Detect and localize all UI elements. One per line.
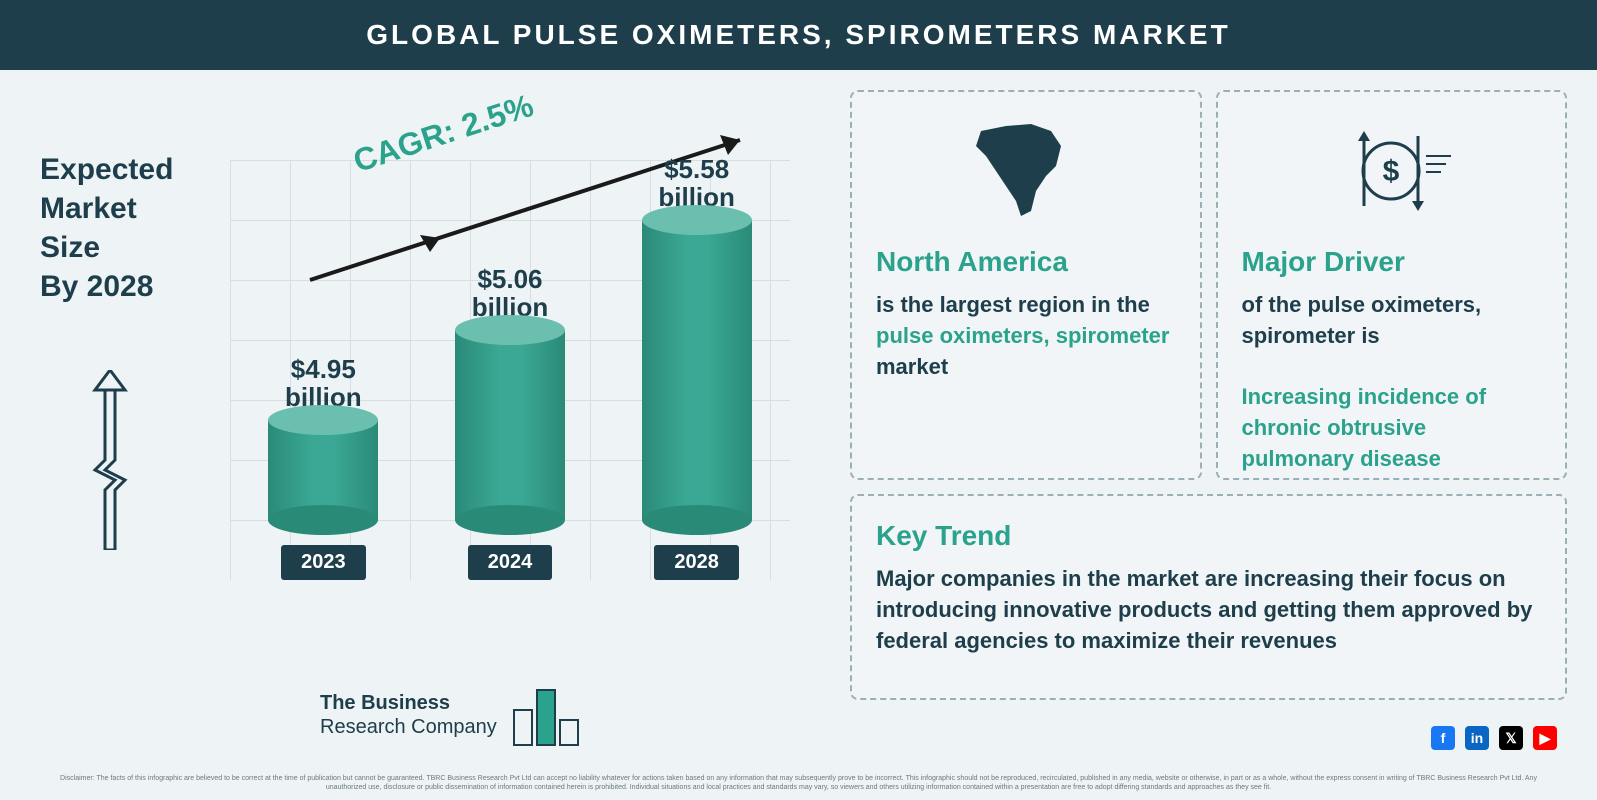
bar-group-2023: $4.95 billion 2023 xyxy=(253,355,393,580)
page-title: GLOBAL PULSE OXIMETERS, SPIROMETERS MARK… xyxy=(366,19,1230,51)
bar-value: $5.06 billion xyxy=(472,265,549,322)
header-bar: GLOBAL PULSE OXIMETERS, SPIROMETERS MARK… xyxy=(0,0,1597,70)
bar-cylinder xyxy=(455,330,565,520)
market-size-label: Expected Market Size By 2028 xyxy=(40,150,173,306)
logo-line2: Research Company xyxy=(320,716,497,738)
main-content: Expected Market Size By 2028 CAGR: 2.5% … xyxy=(0,70,1597,710)
left-panel: Expected Market Size By 2028 CAGR: 2.5% … xyxy=(30,90,830,700)
text-highlight: Increasing incidence of chronic obtrusiv… xyxy=(1242,384,1487,471)
dollar-arrows-icon: $ xyxy=(1242,116,1542,226)
facebook-icon[interactable]: f xyxy=(1431,726,1455,750)
text-prefix: of the pulse oximeters, spirometer is xyxy=(1242,292,1482,348)
label-line: By 2028 xyxy=(40,267,173,306)
text-prefix: is the largest region in the xyxy=(876,292,1150,317)
north-america-icon xyxy=(876,116,1176,226)
social-icons: f in 𝕏 ▶ xyxy=(1431,726,1557,750)
bar-year: 2023 xyxy=(281,545,366,580)
value-amount: $5.58 xyxy=(664,154,729,184)
lightning-arrow-icon xyxy=(80,370,140,550)
disclaimer-text: Disclaimer: The facts of this infographi… xyxy=(0,774,1597,792)
text-highlight: pulse oximeters, spirometer xyxy=(876,323,1169,348)
region-box: North America is the largest region in t… xyxy=(850,90,1202,480)
right-top-row: North America is the largest region in t… xyxy=(850,90,1567,480)
bar-group-2028: $5.58 billion 2028 xyxy=(627,155,767,580)
svg-text:$: $ xyxy=(1383,155,1400,188)
text-suffix: market xyxy=(876,354,948,379)
value-amount: $4.95 xyxy=(291,354,356,384)
right-panel: North America is the largest region in t… xyxy=(850,90,1567,700)
logo-chart-icon xyxy=(509,680,589,750)
region-text: is the largest region in the pulse oxime… xyxy=(876,290,1176,382)
bar-year: 2024 xyxy=(468,545,553,580)
label-line: Size xyxy=(40,228,173,267)
driver-box: $ Major Driver of the pulse oximeters, s… xyxy=(1216,90,1568,480)
trend-text: Major companies in the market are increa… xyxy=(876,564,1541,656)
company-logo: The Business Research Company xyxy=(320,680,589,750)
x-icon[interactable]: 𝕏 xyxy=(1499,726,1523,750)
trend-box: Key Trend Major companies in the market … xyxy=(850,494,1567,700)
trend-title: Key Trend xyxy=(876,520,1541,552)
value-amount: $5.06 xyxy=(477,264,542,294)
youtube-icon[interactable]: ▶ xyxy=(1533,726,1557,750)
bar-year: 2028 xyxy=(654,545,739,580)
bar-value: $5.58 billion xyxy=(658,155,735,212)
region-title: North America xyxy=(876,246,1068,278)
label-line: Expected xyxy=(40,150,173,189)
driver-title: Major Driver xyxy=(1242,246,1405,278)
bar-group-2024: $5.06 billion 2024 xyxy=(440,265,580,580)
bar-value: $4.95 billion xyxy=(285,355,362,412)
driver-text: of the pulse oximeters, spirometer is In… xyxy=(1242,290,1542,475)
label-line: Market xyxy=(40,189,173,228)
chart-area: CAGR: 2.5% $4.95 billion 2023 xyxy=(230,110,810,630)
linkedin-icon[interactable]: in xyxy=(1465,726,1489,750)
logo-text: The Business Research Company xyxy=(320,691,497,739)
logo-line1: The Business xyxy=(320,692,450,714)
bar-cylinder xyxy=(642,220,752,520)
bar-cylinder xyxy=(268,420,378,520)
bars-container: $4.95 billion 2023 $5.06 billion xyxy=(230,160,790,580)
